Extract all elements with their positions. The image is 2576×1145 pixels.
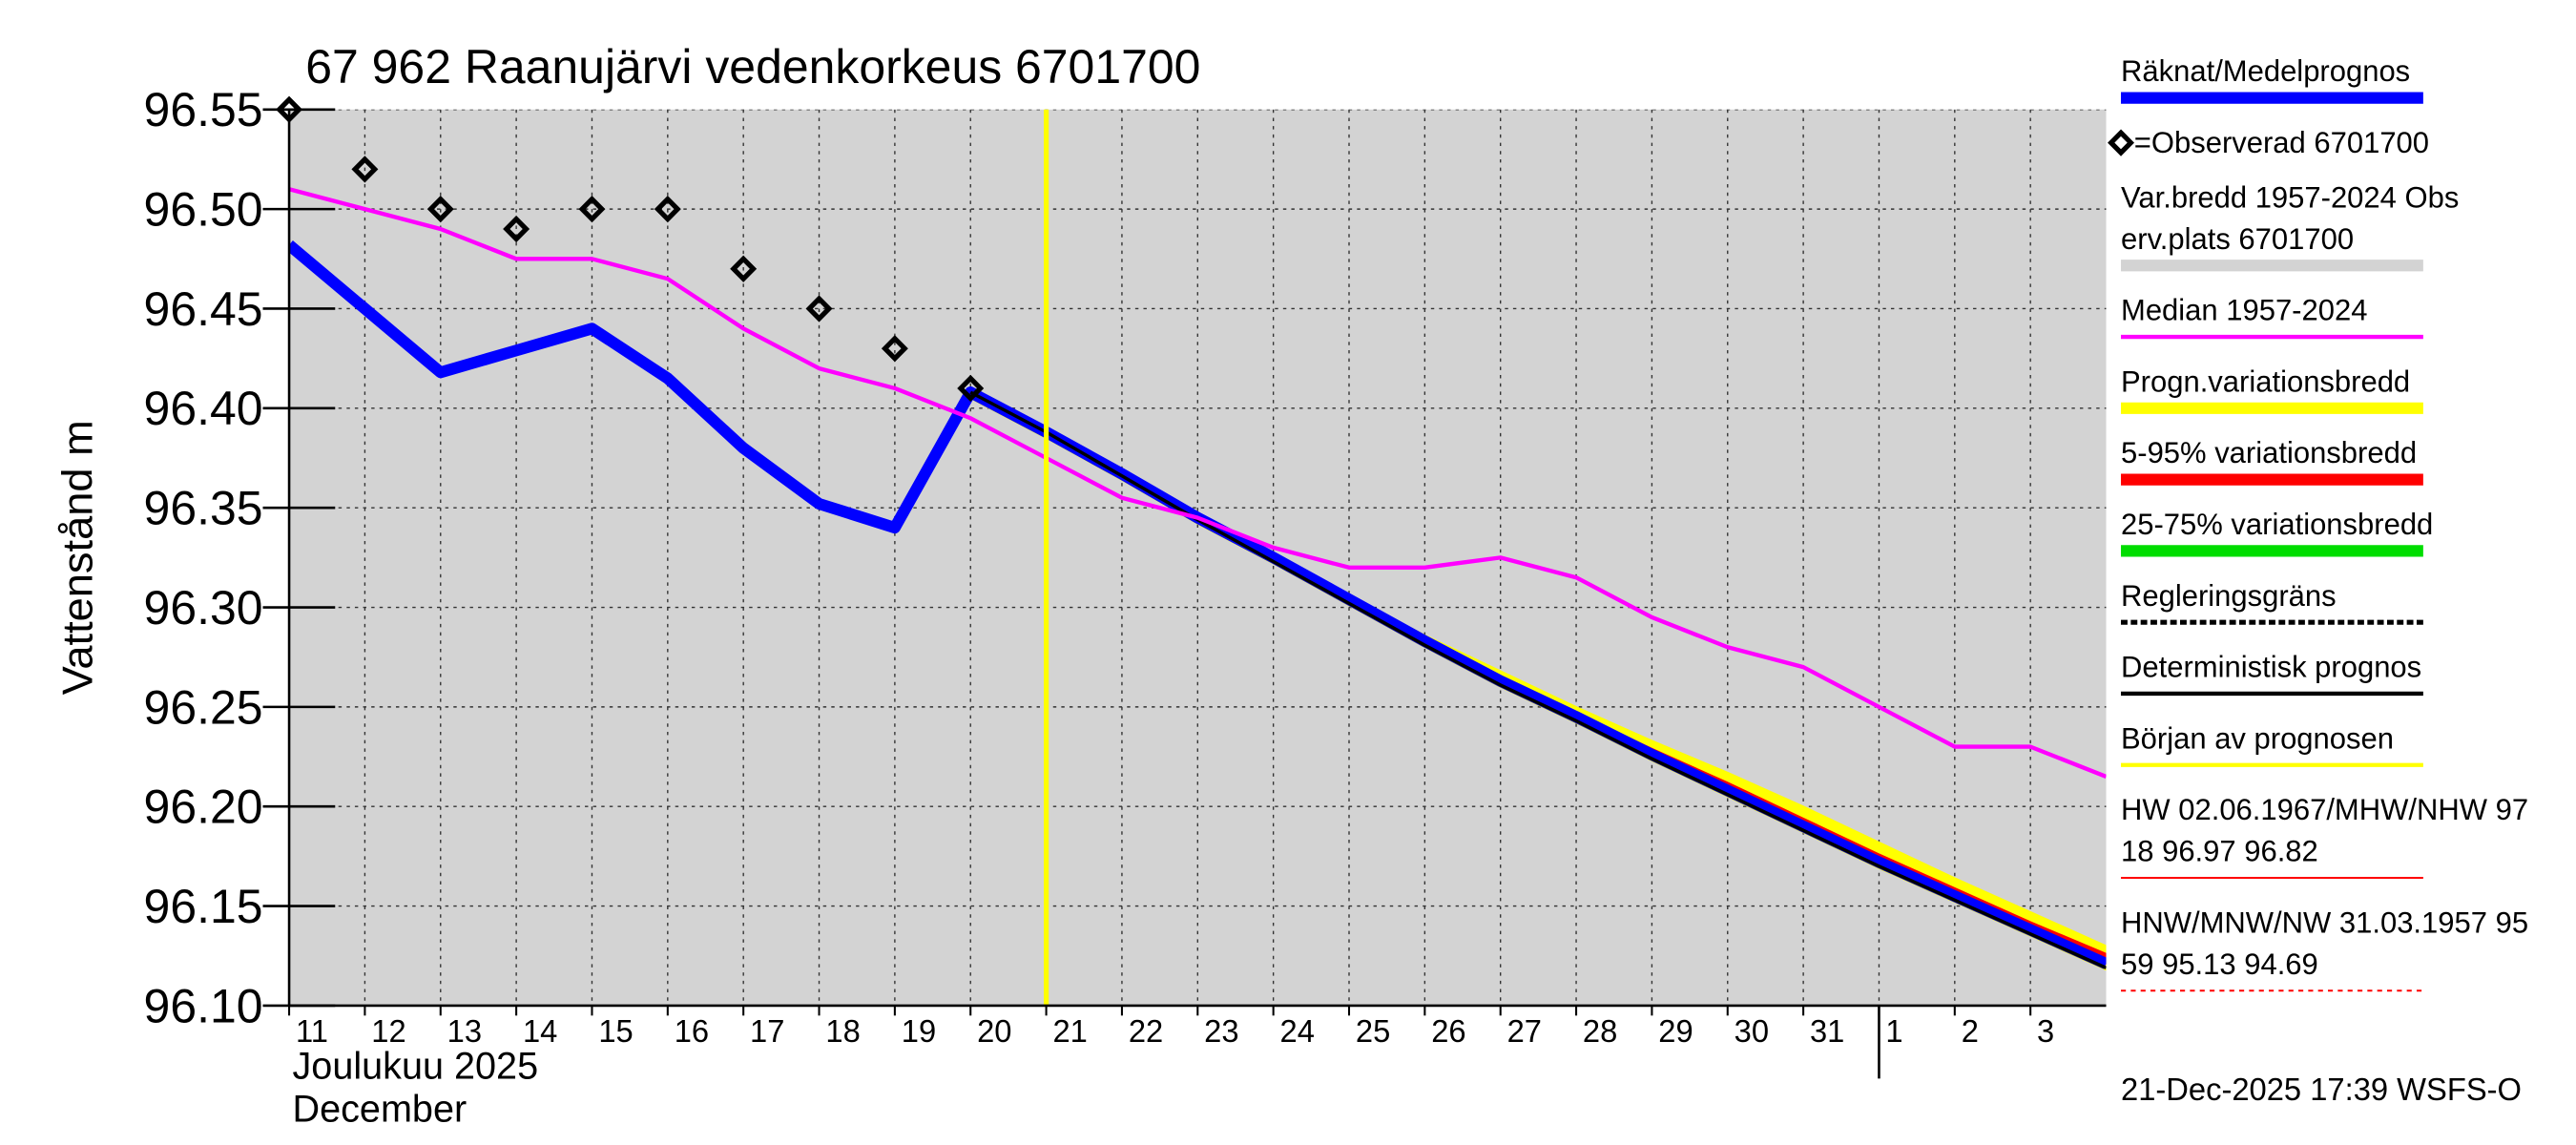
x-tick-label: 23 xyxy=(1204,1013,1238,1049)
x-tick-label: 14 xyxy=(523,1013,557,1049)
observed-point xyxy=(578,196,606,223)
x-axis-label: Joulukuu 2025 xyxy=(293,1045,539,1087)
legend-label: HW 02.06.1967/MHW/NHW 97 xyxy=(2121,793,2528,826)
legend-label: Median 1957-2024 xyxy=(2121,294,2367,327)
y-tick-label: 96.20 xyxy=(144,780,263,833)
x-tick-label: 29 xyxy=(1658,1013,1693,1049)
legend-label: Var.bredd 1957-2024 Obs xyxy=(2121,180,2459,214)
chart-title: 67 962 Raanujärvi vedenkorkeus 6701700 xyxy=(305,40,1200,94)
x-tick-label: 2 xyxy=(1962,1013,1979,1049)
y-tick-label: 96.35 xyxy=(144,481,263,534)
x-tick-label: 18 xyxy=(825,1013,860,1049)
observed-point xyxy=(654,196,681,223)
y-tick-label: 96.55 xyxy=(144,83,263,136)
x-tick-label: 25 xyxy=(1356,1013,1390,1049)
observed-point xyxy=(805,295,833,323)
y-tick-label: 96.45 xyxy=(144,282,263,336)
observed-point xyxy=(351,156,379,183)
y-tick-label: 96.25 xyxy=(144,680,263,734)
legend-label: Regleringsgräns xyxy=(2121,579,2337,613)
observed-point xyxy=(957,374,985,403)
x-tick-label: 12 xyxy=(371,1013,405,1049)
x-tick-label: 27 xyxy=(1507,1013,1542,1049)
line xyxy=(289,187,2107,779)
x-tick-label: 21 xyxy=(1052,1013,1087,1049)
observed-point xyxy=(426,196,454,223)
x-tick-label: 22 xyxy=(1129,1013,1163,1049)
x-tick-label: 15 xyxy=(598,1013,633,1049)
x-tick-label: 17 xyxy=(750,1013,784,1049)
legend-label: Deterministisk prognos xyxy=(2121,650,2421,683)
legend-label: Början av prognosen xyxy=(2121,721,2394,755)
x-tick-label: 30 xyxy=(1735,1013,1769,1049)
x-tick-label: 28 xyxy=(1583,1013,1617,1049)
y-tick-label: 96.10 xyxy=(144,979,263,1032)
legend-marker xyxy=(2108,129,2135,156)
observed-point xyxy=(730,255,758,282)
legend-label: Räknat/Medelprognos xyxy=(2121,54,2410,88)
legend-label: erv.plats 6701700 xyxy=(2121,222,2354,256)
x-tick-label: 31 xyxy=(1810,1013,1844,1049)
legend-label: Progn.variationsbredd xyxy=(2121,364,2410,398)
x-tick-label: 26 xyxy=(1431,1013,1465,1049)
legend-label: 18 96.97 96.82 xyxy=(2121,834,2318,867)
legend-label: 25-75% variationsbredd xyxy=(2121,508,2433,541)
plot xyxy=(289,109,2107,1006)
observed-point xyxy=(881,335,908,363)
x-tick-label: 11 xyxy=(296,1013,328,1049)
x-axis-label: December xyxy=(293,1088,467,1130)
line xyxy=(969,390,2107,969)
legend-label: =Observerad 6701700 xyxy=(2134,126,2429,159)
y-axis-label: Vattenstånd m xyxy=(53,420,102,695)
x-tick-label: 19 xyxy=(902,1013,936,1049)
legend-label: 5-95% variationsbredd xyxy=(2121,436,2417,469)
footer: 21-Dec-2025 17:39 WSFS-O xyxy=(2121,1072,2522,1107)
observed-point xyxy=(503,215,530,243)
x-tick-label: 16 xyxy=(675,1013,709,1049)
legend-label: HNW/MNW/NW 31.03.1957 95 xyxy=(2121,906,2528,939)
y-tick-label: 96.40 xyxy=(144,382,263,435)
x-tick-label: 24 xyxy=(1280,1013,1315,1049)
y-tick-label: 96.50 xyxy=(144,182,263,236)
x-tick-label: 13 xyxy=(447,1013,482,1049)
y-tick-label: 96.15 xyxy=(144,880,263,933)
x-tick-label: 1 xyxy=(1885,1013,1902,1049)
x-tick-label: 3 xyxy=(2037,1013,2054,1049)
x-tick-label: 20 xyxy=(977,1013,1011,1049)
legend-label: 59 95.13 94.69 xyxy=(2121,947,2318,981)
y-tick-label: 96.30 xyxy=(144,581,263,635)
